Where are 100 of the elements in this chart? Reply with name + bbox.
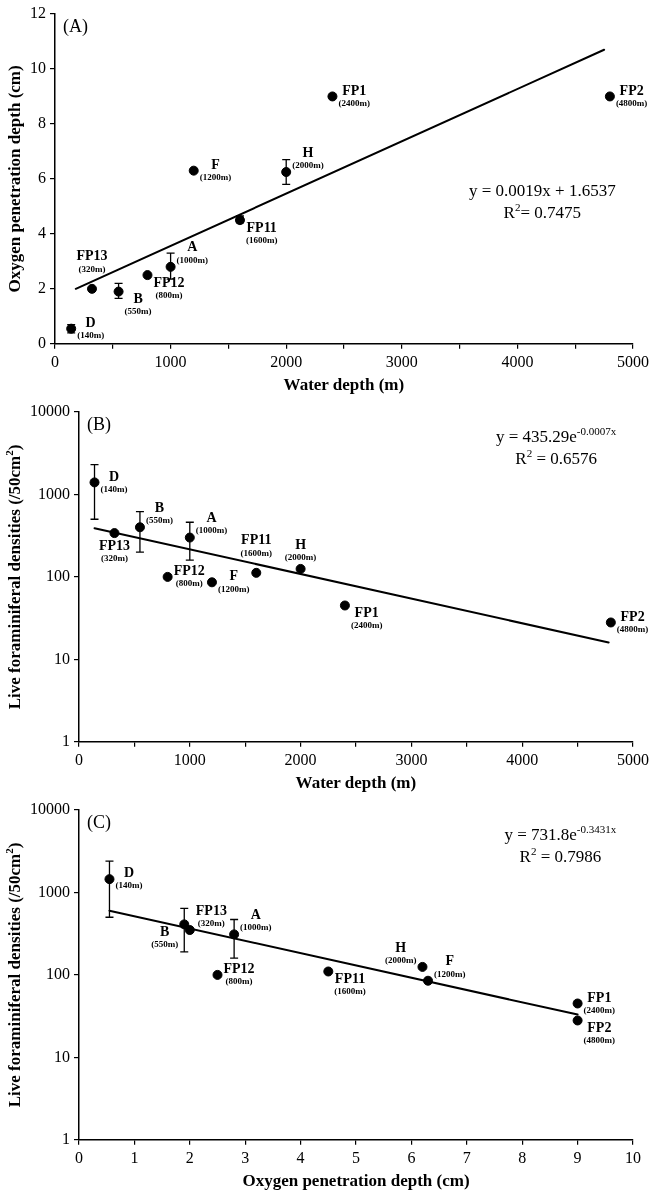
y-tick-label: 1 xyxy=(62,732,70,749)
point xyxy=(212,969,223,980)
y-tick-label: 100 xyxy=(46,567,70,585)
y-tick-label: 10 xyxy=(54,1047,70,1065)
annotation: FP11 (1600m) xyxy=(240,532,273,558)
x-tick-label: 2000 xyxy=(270,352,303,370)
x-tick-label: 4000 xyxy=(506,750,539,768)
annotation: y = 0.0019x + 1.6537 xyxy=(468,180,617,200)
y-tick-label: 1000 xyxy=(38,882,70,900)
x-tick-label: 3000 xyxy=(395,750,428,768)
point xyxy=(162,571,173,582)
point xyxy=(323,966,334,977)
x-tick-label: 4000 xyxy=(501,352,534,370)
x-tick-label: 1000 xyxy=(173,750,206,768)
annotation: D (140m) xyxy=(77,314,105,341)
y-axis-title: Oxygen penetration depth (cm) xyxy=(5,65,24,293)
x-tick-label: 0 xyxy=(75,750,83,768)
annotation: FP12 (800m) xyxy=(223,961,255,987)
annotation: FP13 (320m) xyxy=(98,537,131,563)
annotation: FP12 (800m) xyxy=(173,563,205,589)
y-tick-label: 10000 xyxy=(30,402,70,420)
x-tick-label: 10 xyxy=(625,1148,641,1166)
point xyxy=(86,283,97,294)
annotation: F (1200m) xyxy=(434,953,466,979)
annotation: B (550m) xyxy=(124,291,152,317)
point xyxy=(188,165,199,176)
y-axis-title: Live foraminiferal densities (/50cm2) xyxy=(3,444,24,710)
y-tick-label: 2 xyxy=(38,279,46,297)
point xyxy=(295,563,306,574)
annotation: FP1 (2400m) xyxy=(338,82,370,108)
annotation: FP12 (800m) xyxy=(153,274,185,300)
annotation: FP1 (2400m) xyxy=(583,989,616,1015)
point xyxy=(423,975,434,986)
x-tick-label: 5 xyxy=(352,1148,360,1166)
x-tick-label: 8 xyxy=(518,1148,527,1166)
point xyxy=(206,577,217,588)
y-tick-label: 10 xyxy=(30,59,46,77)
y-tick-label: 100 xyxy=(46,965,70,983)
point xyxy=(109,528,120,539)
annotation: FP11 (1600m) xyxy=(334,971,366,997)
annotation: B (550m) xyxy=(145,499,173,526)
point xyxy=(113,286,124,297)
annotation: A (1000m) xyxy=(240,907,272,933)
x-tick-label: 4 xyxy=(296,1148,305,1166)
annotation: FP13 (320m) xyxy=(76,248,108,274)
y-tick-label: 0 xyxy=(38,334,46,351)
point xyxy=(165,261,176,272)
annotation: FP2 (4800m) xyxy=(616,608,649,634)
point xyxy=(417,961,428,972)
annotation: FP2 (4800m) xyxy=(615,82,648,108)
chart-title: (C) xyxy=(87,812,111,833)
x-tick-label: 5000 xyxy=(617,750,649,768)
point xyxy=(179,919,190,930)
annotation: D (140m) xyxy=(100,468,128,494)
x-tick-label: 1 xyxy=(130,1148,139,1166)
point xyxy=(604,91,615,102)
chart-title: (B) xyxy=(87,414,111,435)
annotation: FP1 (2400m) xyxy=(350,605,383,631)
y-tick-label: 1000 xyxy=(38,484,70,502)
y-tick-label: 10 xyxy=(54,649,70,667)
chart-title: (A) xyxy=(63,16,88,37)
y-tick-label: 8 xyxy=(38,114,46,132)
x-tick-label: 7 xyxy=(462,1148,471,1166)
point xyxy=(281,167,292,178)
point xyxy=(104,874,115,885)
annotation: FP2 (4800m) xyxy=(583,1020,616,1046)
x-tick-label: 5000 xyxy=(617,352,649,370)
annotation: H (2000m) xyxy=(384,939,417,965)
y-tick-label: 10000 xyxy=(30,800,70,818)
x-tick-label: 9 xyxy=(573,1148,582,1166)
x-tick-label: 3 xyxy=(241,1148,250,1166)
x-tick-label: 2 xyxy=(185,1148,194,1166)
annotation: A (1000m) xyxy=(176,239,209,265)
x-axis-title: Water depth (m) xyxy=(295,773,417,792)
point xyxy=(142,270,153,281)
x-tick-label: 6 xyxy=(407,1148,416,1166)
point xyxy=(572,998,583,1009)
annotation: B (550m) xyxy=(151,923,179,950)
annotation: FP11 (1600m) xyxy=(245,219,278,245)
annotation: D (140m) xyxy=(115,865,143,891)
point xyxy=(572,1015,583,1026)
annotation: F (1200m) xyxy=(217,568,250,594)
y-tick-label: 4 xyxy=(38,224,46,242)
point xyxy=(184,925,195,936)
x-tick-label: 1000 xyxy=(154,352,187,370)
point xyxy=(327,91,338,102)
point xyxy=(605,617,616,628)
annotation: F (1200m) xyxy=(199,156,232,182)
annotation: A (1000m) xyxy=(195,510,228,536)
point xyxy=(251,567,262,578)
y-tick-label: 12 xyxy=(30,4,46,22)
point xyxy=(184,532,195,543)
x-axis-title: Water depth (m) xyxy=(283,375,405,394)
y-tick-label: 6 xyxy=(38,169,46,187)
point xyxy=(339,600,350,611)
annotation: H (2000m) xyxy=(284,536,317,562)
x-axis-title: Oxygen penetration depth (cm) xyxy=(242,1171,470,1190)
x-tick-label: 0 xyxy=(75,1148,83,1166)
y-tick-label: 1 xyxy=(62,1130,70,1147)
x-tick-label: 2000 xyxy=(284,750,317,768)
